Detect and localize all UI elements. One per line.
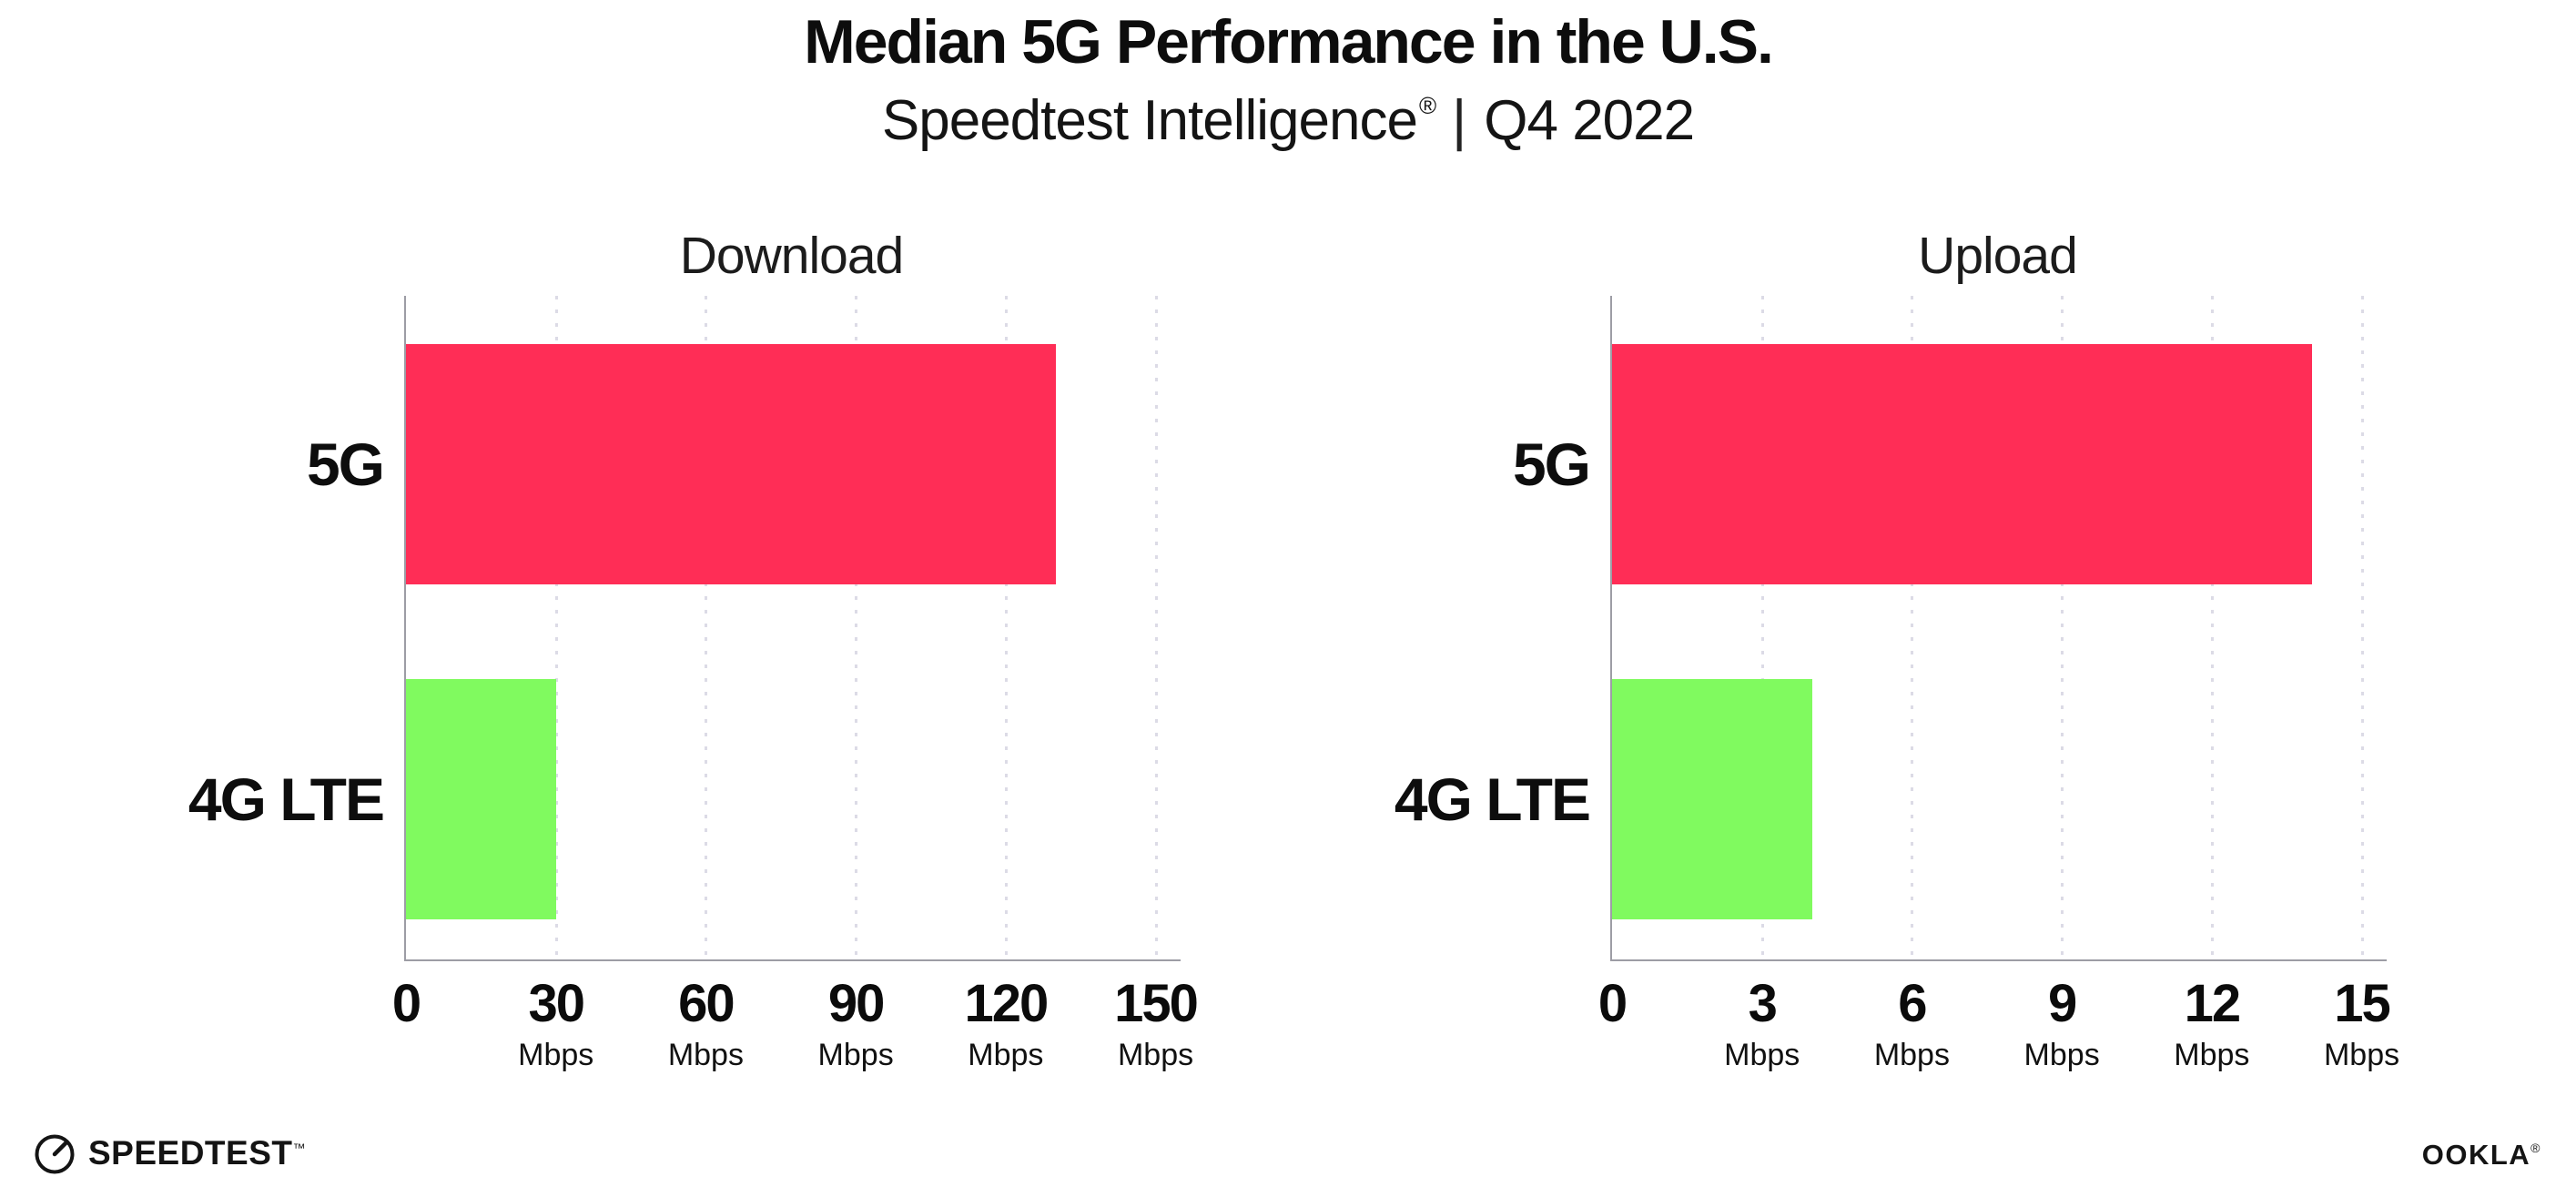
x-tick: 90 Mbps xyxy=(783,974,928,1073)
x-tick-unit: Mbps xyxy=(2174,1038,2250,1072)
ookla-wordmark: OOKLA® xyxy=(2422,1139,2541,1172)
chart-title-download: Download xyxy=(679,227,905,285)
x-tick-value: 3 xyxy=(1748,974,1778,1033)
x-tick: 0 xyxy=(1539,976,1685,1032)
x-tick: 3 Mbps xyxy=(1689,974,1835,1073)
page-title: Median 5G Performance in the U.S. xyxy=(804,7,1774,76)
x-tick-unit: Mbps xyxy=(817,1038,894,1072)
category-label: 4G LTE xyxy=(188,766,385,833)
x-tick: 60 Mbps xyxy=(633,974,778,1073)
x-tick-unit: Mbps xyxy=(1117,1038,1194,1072)
category-label: 5G xyxy=(306,431,385,498)
ookla-label: OOKLA xyxy=(2421,1139,2531,1171)
gridline xyxy=(1760,296,1764,959)
x-tick-value: 6 xyxy=(1898,974,1927,1033)
category-label: 5G xyxy=(1512,431,1591,498)
x-tick-unit: Mbps xyxy=(518,1038,594,1072)
plot-area: 0 30 Mbps 60 Mbps 90 Mbps 120 Mbps 150 Mbps 5G 4G LT… xyxy=(188,296,1199,1072)
gridline xyxy=(2210,296,2214,959)
x-tick: 150 Mbps xyxy=(1083,974,1229,1073)
x-tick-value: 9 xyxy=(2047,974,2077,1033)
gridline xyxy=(554,296,558,959)
gridline xyxy=(855,296,858,959)
plot-area: 0 3 Mbps 6 Mbps 9 Mbps 12 Mbps 15 Mbps 5G 4G LTE xyxy=(1394,296,2399,1072)
x-tick-unit: Mbps xyxy=(2323,1038,2400,1072)
x-tick-unit: Mbps xyxy=(1873,1038,1950,1072)
gridline xyxy=(2061,296,2064,959)
x-tick-value: 120 xyxy=(964,974,1049,1033)
x-tick-value: 150 xyxy=(1114,974,1199,1033)
page-subtitle: Speedtest Intelligence® | Q4 2022 xyxy=(0,87,2576,165)
x-tick-value: 0 xyxy=(1597,974,1628,1033)
x-tick-unit: Mbps xyxy=(1724,1038,1800,1072)
chart-title-upload: Upload xyxy=(1918,227,2078,285)
gridline xyxy=(1004,296,1008,959)
ookla-registered-mark: ® xyxy=(2530,1141,2541,1155)
x-tick: 9 Mbps xyxy=(1989,974,2135,1073)
speedtest-logo: SPEEDTEST™ xyxy=(33,1131,306,1175)
gridline xyxy=(2360,296,2364,959)
x-tick-value: 90 xyxy=(827,974,886,1033)
x-tick-unit: Mbps xyxy=(667,1038,744,1072)
bar-4g-lte xyxy=(406,679,556,919)
x-tick: 30 Mbps xyxy=(483,974,629,1073)
x-tick: 120 Mbps xyxy=(933,974,1079,1073)
registered-mark: ® xyxy=(1418,92,1436,119)
bar-5g xyxy=(406,344,1056,584)
x-tick-unit: Mbps xyxy=(968,1038,1044,1072)
bar-5g xyxy=(1612,344,2312,584)
x-tick-value: 15 xyxy=(2334,974,2391,1033)
category-label: 4G LTE xyxy=(1394,766,1591,833)
speedtest-wordmark: SPEEDTEST™ xyxy=(88,1134,306,1172)
speedtest-trademark: ™ xyxy=(292,1141,306,1155)
subtitle-brand: Speedtest Intelligence xyxy=(881,89,1418,152)
subtitle-separator: | xyxy=(1452,89,1466,152)
x-tick: 12 Mbps xyxy=(2139,974,2285,1073)
subtitle-period: Q4 2022 xyxy=(1484,89,1695,152)
x-tick-value: 60 xyxy=(678,974,735,1033)
x-tick-value: 12 xyxy=(2184,974,2242,1033)
x-tick: 6 Mbps xyxy=(1839,974,1984,1073)
x-tick-unit: Mbps xyxy=(2023,1038,2100,1072)
x-tick: 0 xyxy=(333,976,479,1032)
gridline xyxy=(705,296,708,959)
speedtest-label: SPEEDTEST xyxy=(88,1134,293,1172)
gridline xyxy=(1154,296,1158,959)
speedtest-gauge-icon xyxy=(33,1131,76,1175)
x-tick-value: 30 xyxy=(528,974,585,1033)
x-tick: 15 Mbps xyxy=(2289,974,2435,1073)
bar-4g-lte xyxy=(1612,679,1812,919)
x-tick-value: 0 xyxy=(391,974,421,1033)
gridline xyxy=(1911,296,1914,959)
